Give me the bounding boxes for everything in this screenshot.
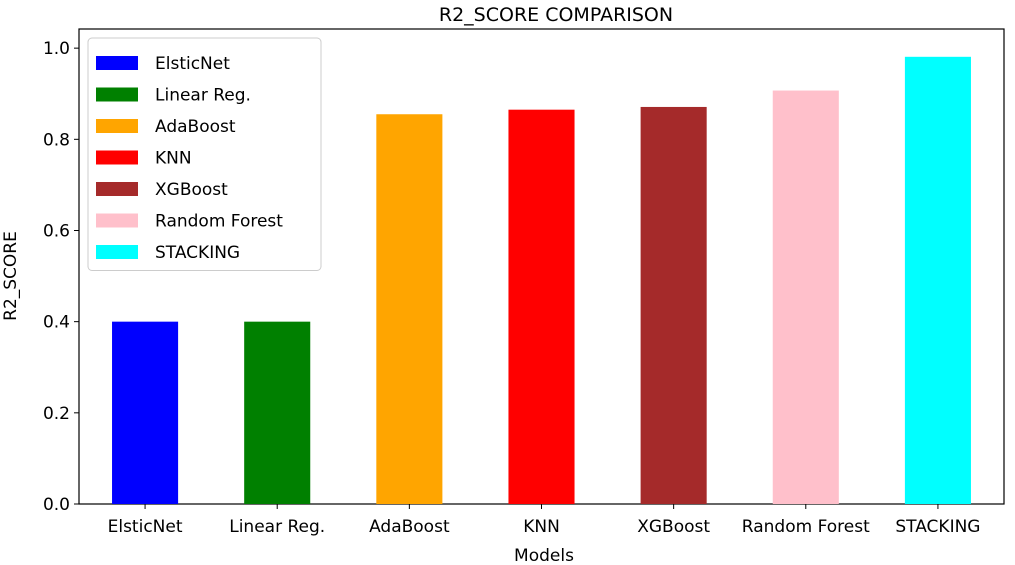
- legend-entry: Random Forest: [155, 212, 283, 232]
- legend-swatch: [96, 56, 138, 70]
- x-tick-label: ElsticNet: [108, 517, 183, 537]
- x-tick-label: XGBoost: [637, 517, 710, 537]
- y-tick-label: 0.4: [43, 313, 70, 333]
- y-tick-label: 0.0: [43, 495, 70, 515]
- legend-entry: STACKING: [155, 243, 240, 263]
- legend-swatch: [96, 150, 138, 165]
- legend-swatch: [96, 87, 138, 102]
- legend-box: [87, 37, 322, 271]
- chart-title: R2_SCORE COMPARISON: [439, 4, 673, 26]
- y-axis-label: R2_SCORE: [1, 231, 21, 321]
- legend-entry: XGBoost: [155, 180, 228, 200]
- y-tick-label: 1.0: [43, 39, 70, 59]
- x-tick-label: KNN: [523, 517, 560, 537]
- y-axis-ticks: 0.0 0.2 0.4 0.6 0.8 1.0: [43, 39, 79, 515]
- x-axis-ticks: ElsticNet Linear Reg. AdaBoost KNN XGBoost Ra…: [108, 504, 980, 537]
- bars: [112, 56, 971, 505]
- x-tick-label: Linear Reg.: [229, 517, 325, 537]
- bar-knn: [508, 109, 575, 504]
- bar-linear-reg: [244, 321, 311, 504]
- x-tick-label: STACKING: [895, 517, 980, 537]
- x-axis-label: Models: [514, 546, 574, 565]
- legend-swatch: [96, 213, 138, 228]
- bar-stacking: [904, 56, 971, 505]
- legend-entry: ElsticNet: [155, 54, 230, 74]
- bar-elsticnet: [112, 321, 179, 504]
- legend-swatch: [96, 245, 138, 259]
- x-tick-label: Random Forest: [742, 517, 870, 537]
- legend-entry: KNN: [155, 149, 192, 169]
- y-tick-label: 0.2: [43, 404, 70, 424]
- y-tick-label: 0.6: [43, 221, 70, 241]
- bar-random-forest: [772, 90, 839, 504]
- legend: ElsticNet Linear Reg. AdaBoost KNN XGBoost Ra…: [87, 37, 322, 271]
- legend-entry: AdaBoost: [155, 117, 236, 137]
- legend-swatch: [96, 119, 138, 133]
- x-tick-label: AdaBoost: [369, 517, 450, 537]
- y-tick-label: 0.8: [43, 130, 70, 150]
- bar-adaboost: [376, 114, 443, 504]
- bar-xgboost: [640, 106, 707, 505]
- legend-swatch: [96, 182, 138, 196]
- legend-entry: Linear Reg.: [155, 86, 251, 106]
